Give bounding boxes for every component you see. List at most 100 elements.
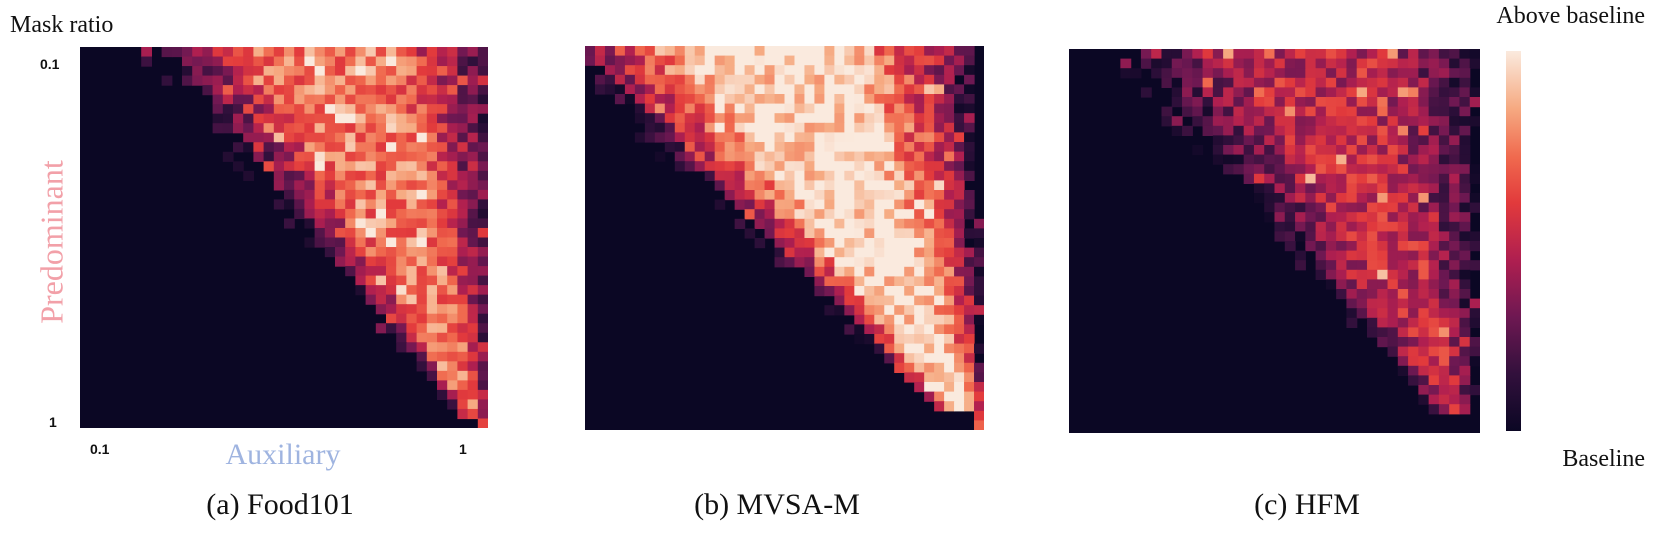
heatmap-cell bbox=[1459, 77, 1471, 88]
heatmap-cell bbox=[467, 104, 479, 115]
heatmap-cell bbox=[964, 74, 975, 85]
heatmap-cell bbox=[934, 286, 945, 297]
heatmap-cell bbox=[864, 46, 875, 57]
heatmap-cell bbox=[396, 199, 407, 210]
heatmap-cell bbox=[1223, 49, 1235, 60]
heatmap-cell bbox=[1264, 87, 1276, 98]
heatmap-cell bbox=[1325, 183, 1337, 194]
heatmap-cell bbox=[1315, 125, 1327, 136]
heatmap-cell bbox=[894, 228, 905, 239]
heatmap-cell bbox=[1336, 202, 1348, 213]
heatmap-cell bbox=[406, 94, 418, 105]
heatmap-cell bbox=[904, 161, 915, 172]
heatmap-cell bbox=[944, 218, 955, 229]
heatmap-cell bbox=[212, 56, 224, 67]
heatmap-cell bbox=[1366, 308, 1378, 319]
heatmap-cell bbox=[914, 372, 925, 383]
heatmap-cell bbox=[854, 257, 865, 268]
heatmap-cell bbox=[904, 286, 915, 297]
heatmap-cell bbox=[467, 161, 479, 172]
heatmap-cell bbox=[744, 94, 756, 105]
heatmap-cell bbox=[477, 104, 488, 115]
heatmap-cell bbox=[1233, 106, 1245, 117]
heatmap-cell bbox=[1356, 125, 1368, 136]
heatmap-cell bbox=[714, 113, 726, 124]
heatmap-cell bbox=[924, 170, 935, 181]
heatmap-cell bbox=[1336, 241, 1348, 252]
heatmap-cell bbox=[477, 189, 488, 201]
heatmap-cell bbox=[426, 199, 438, 210]
heatmap-cell bbox=[854, 305, 865, 316]
heatmap-cell bbox=[924, 276, 935, 287]
heatmap-cell bbox=[1428, 289, 1440, 300]
heatmap-cell bbox=[1243, 58, 1255, 69]
heatmap-cell bbox=[764, 132, 776, 143]
heatmap-cell bbox=[784, 74, 796, 85]
heatmap-cell bbox=[457, 85, 469, 96]
heatmap-cell bbox=[1459, 58, 1471, 69]
heatmap-cell bbox=[416, 208, 428, 220]
heatmap-cell bbox=[934, 113, 945, 124]
heatmap-cell bbox=[335, 47, 346, 58]
heatmap-cell bbox=[724, 84, 736, 95]
heatmap-cell bbox=[386, 151, 397, 162]
heatmap-cell bbox=[386, 275, 397, 286]
heatmap-cell bbox=[824, 46, 835, 57]
heatmap-cell bbox=[1469, 202, 1480, 213]
heatmap-cell bbox=[1336, 49, 1348, 60]
heatmap-cell bbox=[944, 401, 955, 412]
heatmap-cell bbox=[924, 343, 935, 354]
heatmap-cell bbox=[355, 142, 367, 153]
heatmap-cell bbox=[864, 180, 875, 191]
heatmap-cell bbox=[1459, 337, 1471, 348]
heatmap-cell bbox=[944, 324, 955, 335]
heatmap-cell bbox=[284, 132, 295, 143]
heatmap-cell bbox=[253, 151, 265, 162]
heatmap-cell bbox=[386, 104, 397, 115]
heatmap-cell bbox=[964, 372, 975, 383]
heatmap-cell bbox=[774, 151, 786, 162]
heatmap-cell bbox=[416, 132, 428, 143]
heatmap-cell bbox=[1253, 164, 1265, 175]
heatmap-cell bbox=[1408, 356, 1419, 367]
heatmap-cell bbox=[954, 65, 965, 76]
heatmap-cell bbox=[1459, 97, 1471, 108]
heatmap-cell bbox=[1449, 279, 1461, 290]
heatmap-cell bbox=[467, 266, 479, 277]
heatmap-cell bbox=[934, 209, 945, 220]
heatmap-cell bbox=[416, 218, 428, 229]
heatmap-cell bbox=[794, 180, 806, 191]
heatmap-cell bbox=[406, 266, 418, 277]
heatmap-cell bbox=[1264, 202, 1276, 213]
heatmap-cell bbox=[704, 74, 716, 85]
heatmap-cell bbox=[1438, 375, 1450, 386]
heatmap-cell bbox=[386, 180, 397, 191]
heatmap-cell bbox=[1264, 125, 1276, 136]
heatmap-cell bbox=[844, 209, 855, 220]
heatmap-cell bbox=[954, 305, 965, 316]
heatmap-cell bbox=[764, 55, 776, 66]
heatmap-cell bbox=[304, 189, 316, 201]
heatmap-cell bbox=[824, 247, 835, 258]
heatmap-cell bbox=[253, 142, 265, 153]
heatmap-cell bbox=[1418, 375, 1430, 386]
heatmap-cell bbox=[914, 324, 925, 335]
heatmap-cell bbox=[874, 334, 885, 345]
heatmap-cell bbox=[844, 132, 855, 143]
heatmap-cell bbox=[1449, 164, 1461, 175]
heatmap-cell bbox=[1459, 164, 1471, 175]
heatmap-cell bbox=[1428, 279, 1440, 290]
heatmap-cell bbox=[924, 218, 935, 229]
heatmap-cell bbox=[1284, 77, 1296, 88]
heatmap-cell bbox=[324, 237, 336, 248]
heatmap-cell bbox=[1356, 298, 1368, 309]
heatmap-cell bbox=[874, 276, 885, 287]
heatmap-cell bbox=[914, 113, 925, 124]
heatmap-cell bbox=[1408, 346, 1419, 357]
heatmap-cell bbox=[457, 94, 469, 105]
heatmap-cell bbox=[834, 257, 845, 268]
heatmap-cell bbox=[233, 104, 244, 115]
heatmap-cell bbox=[1140, 87, 1152, 98]
heatmap-cell bbox=[1387, 77, 1399, 88]
heatmap-cell bbox=[844, 161, 855, 172]
